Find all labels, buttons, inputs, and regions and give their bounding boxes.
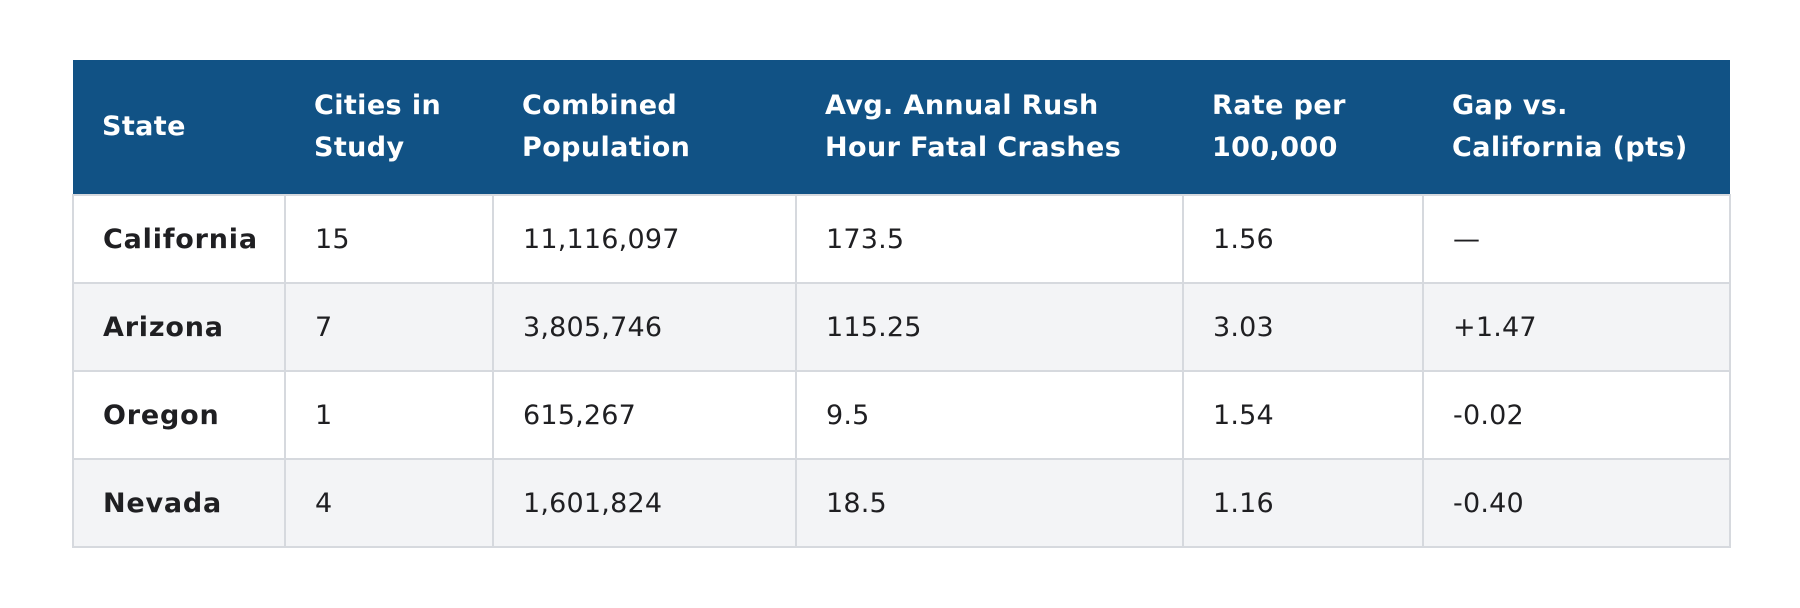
header-avg-annual-fatal-crashes: Avg. Annual Rush Hour Fatal Crashes [825,90,1122,163]
cell-cities: 4 [284,458,494,548]
cell-rate: 1.54 [1182,370,1424,460]
cell-population: 1,601,824 [492,458,797,548]
cell-crashes: 18.5 [795,458,1184,548]
header-cities-in-study: Cities in Study [314,90,442,163]
table-row: Nevada 4 1,601,824 18.5 1.16 -0.40 [72,458,1731,548]
cell-state: Nevada [72,458,286,548]
table-row: Oregon 1 615,267 9.5 1.54 -0.02 [72,370,1731,460]
cell-state: Oregon [72,370,286,460]
cell-state: California [72,194,286,284]
cell-gap: — [1422,194,1731,284]
cell-population: 11,116,097 [492,194,797,284]
state-comparison-table: State Cities in Study Combined Population … [72,60,1731,548]
data-table-container: State Cities in Study Combined Population … [72,60,1731,548]
header-state: State [102,111,186,142]
header-combined-population: Combined Population [522,90,691,163]
table-row: California 15 11,116,097 173.5 1.56 — [72,194,1731,284]
cell-cities: 15 [284,194,494,284]
cell-population: 615,267 [492,370,797,460]
cell-crashes: 9.5 [795,370,1184,460]
cell-rate: 1.16 [1182,458,1424,548]
cell-rate: 1.56 [1182,194,1424,284]
table-row: Arizona 7 3,805,746 115.25 3.03 +1.47 [72,282,1731,372]
header-rate-per-100000: Rate per 100,000 [1212,90,1346,163]
cell-population: 3,805,746 [492,282,797,372]
cell-gap: +1.47 [1422,282,1731,372]
cell-crashes: 173.5 [795,194,1184,284]
header-gap-vs-california: Gap vs. California (pts) [1452,90,1688,163]
cell-crashes: 115.25 [795,282,1184,372]
cell-cities: 1 [284,370,494,460]
cell-rate: 3.03 [1182,282,1424,372]
cell-cities: 7 [284,282,494,372]
cell-state: Arizona [72,282,286,372]
cell-gap: -0.02 [1422,370,1731,460]
cell-gap: -0.40 [1422,458,1731,548]
table-header-row: State Cities in Study Combined Population … [73,60,1730,195]
